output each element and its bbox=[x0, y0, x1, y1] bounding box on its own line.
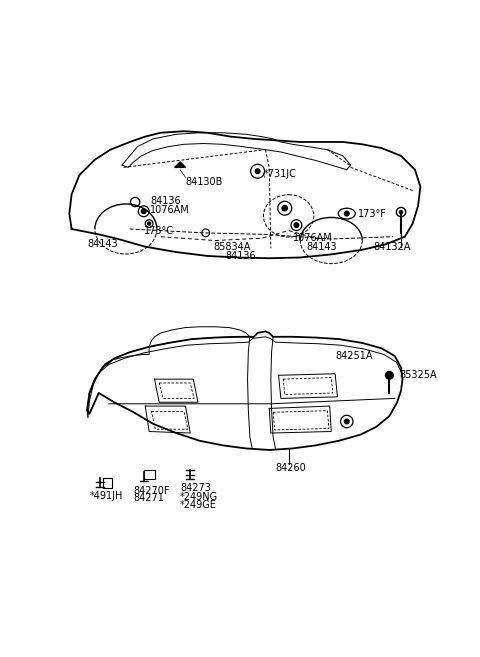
Text: 84136: 84136 bbox=[150, 196, 180, 206]
Text: 173°F: 173°F bbox=[359, 208, 387, 219]
Text: 84136: 84136 bbox=[225, 251, 256, 261]
Text: 85834A: 85834A bbox=[214, 242, 251, 252]
Text: 84271: 84271 bbox=[133, 493, 165, 503]
Text: 1076AM: 1076AM bbox=[292, 233, 332, 243]
Circle shape bbox=[142, 209, 146, 214]
Text: 1076AM: 1076AM bbox=[150, 205, 190, 215]
Text: 84130B: 84130B bbox=[186, 177, 223, 187]
Text: *731JC: *731JC bbox=[264, 169, 297, 179]
Circle shape bbox=[255, 169, 260, 173]
Text: 84260: 84260 bbox=[276, 463, 306, 472]
Circle shape bbox=[399, 210, 403, 214]
Circle shape bbox=[345, 419, 349, 424]
Circle shape bbox=[282, 206, 288, 211]
Polygon shape bbox=[175, 162, 186, 168]
Text: *249NG: *249NG bbox=[180, 492, 218, 502]
Text: 84143: 84143 bbox=[87, 239, 118, 250]
Text: *249GE: *249GE bbox=[180, 501, 217, 510]
Text: 84273: 84273 bbox=[180, 484, 211, 493]
Text: 85325A: 85325A bbox=[399, 371, 437, 380]
Circle shape bbox=[385, 371, 393, 379]
Text: *491JH: *491JH bbox=[89, 491, 123, 501]
Text: 84132A: 84132A bbox=[374, 242, 411, 252]
Text: 84143: 84143 bbox=[306, 242, 337, 252]
Text: 84270F: 84270F bbox=[133, 486, 170, 496]
Circle shape bbox=[345, 212, 349, 216]
Circle shape bbox=[294, 223, 299, 227]
Polygon shape bbox=[87, 367, 103, 418]
Text: 84251A: 84251A bbox=[335, 351, 372, 361]
Text: 173°C: 173°C bbox=[144, 226, 174, 237]
Circle shape bbox=[147, 222, 151, 225]
